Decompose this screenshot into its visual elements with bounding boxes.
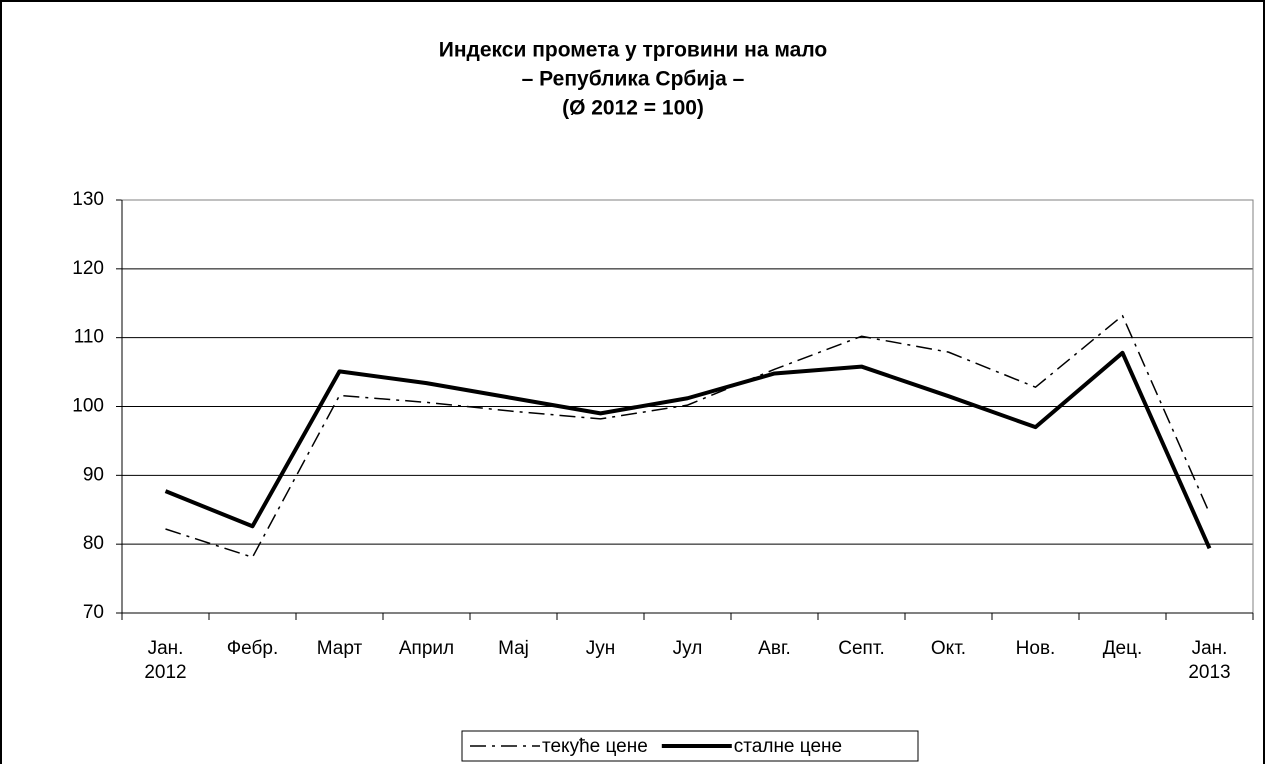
x-tick-label: Авг. <box>758 638 791 659</box>
y-tick-label: 80 <box>83 533 104 554</box>
chart-title: – Република Србија – <box>522 68 745 91</box>
x-tick-label: Дец. <box>1102 638 1143 659</box>
x-tick-label: Април <box>398 638 455 659</box>
y-tick-label: 90 <box>83 464 104 485</box>
x-tick-label: Фебр. <box>226 638 279 659</box>
legend-label: текуће цене <box>542 736 648 757</box>
x-tick-label: Нов. <box>1015 638 1056 659</box>
chart-title: Индекси промета у трговини на мало <box>439 39 827 62</box>
x-tick-label: Март <box>316 638 363 659</box>
y-tick-label: 120 <box>72 258 104 279</box>
x-tick-label: Септ. <box>838 638 885 659</box>
series-line <box>165 314 1211 558</box>
y-tick-label: 70 <box>83 602 104 623</box>
x-tick-label: Јан. 2012 <box>144 638 187 683</box>
y-tick-label: 100 <box>72 396 104 417</box>
x-tick-label: Мај <box>498 638 529 659</box>
chart-title: (Ø 2012 = 100) <box>562 97 704 120</box>
legend-label: сталне цене <box>734 736 842 757</box>
x-tick-label: Окт. <box>930 638 967 659</box>
series-line <box>164 350 1212 550</box>
x-tick-label: Јан. 2013 <box>1188 638 1231 683</box>
y-tick-label: 130 <box>72 189 104 210</box>
x-tick-label: Јун <box>585 638 616 659</box>
y-tick-label: 110 <box>74 327 104 348</box>
x-tick-label: Јул <box>672 638 703 659</box>
